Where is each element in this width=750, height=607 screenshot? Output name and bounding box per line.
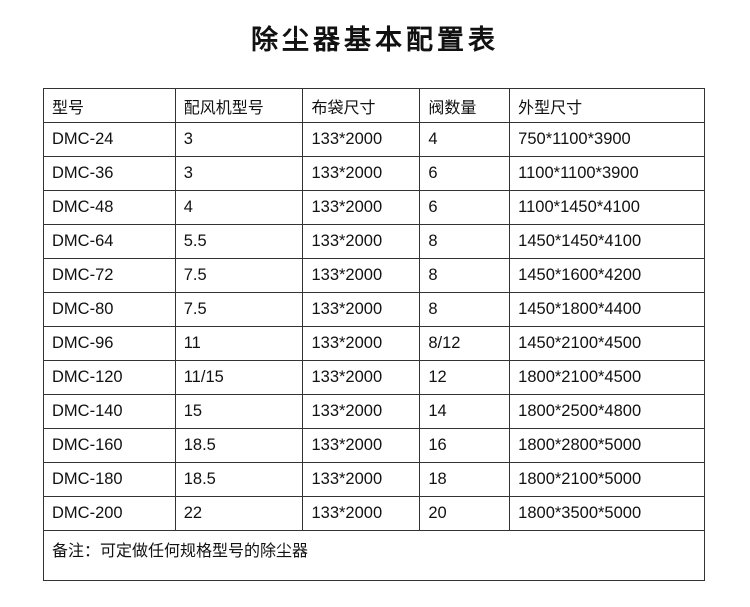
cell-model: DMC-160 — [43, 428, 176, 463]
cell-bag-size: 133*2000 — [302, 326, 421, 361]
cell-valve-count: 6 — [419, 156, 511, 191]
cell-fan-model: 4 — [174, 190, 304, 225]
cell-valve-count: 4 — [419, 122, 511, 157]
cell-valve-count: 8 — [419, 258, 511, 293]
cell-bag-size: 133*2000 — [302, 428, 421, 463]
cell-fan-model: 18.5 — [174, 462, 304, 497]
cell-valve-count: 8 — [419, 224, 511, 259]
cell-model: DMC-180 — [43, 462, 176, 497]
cell-bag-size: 133*2000 — [302, 190, 421, 225]
header-bag-size: 布袋尺寸 — [302, 88, 421, 123]
table-row: DMC-160 18.5 133*2000 16 1800*2800*5000 — [43, 428, 705, 463]
cell-model: DMC-140 — [43, 394, 176, 429]
header-model: 型号 — [43, 88, 176, 123]
cell-dimensions: 750*1100*3900 — [509, 122, 705, 157]
table-row: DMC-64 5.5 133*2000 8 1450*1450*4100 — [43, 224, 705, 259]
cell-fan-model: 15 — [174, 394, 304, 429]
cell-dimensions: 1800*2100*5000 — [509, 462, 705, 497]
cell-fan-model: 18.5 — [174, 428, 304, 463]
cell-valve-count: 16 — [419, 428, 511, 463]
cell-model: DMC-72 — [43, 258, 176, 293]
table-row: DMC-120 11/15 133*2000 12 1800*2100*4500 — [43, 360, 705, 395]
cell-valve-count: 18 — [419, 462, 511, 497]
table-row: DMC-200 22 133*2000 20 1800*3500*5000 — [43, 496, 705, 531]
cell-valve-count: 6 — [419, 190, 511, 225]
cell-dimensions: 1450*1450*4100 — [509, 224, 705, 259]
cell-bag-size: 133*2000 — [302, 224, 421, 259]
cell-model: DMC-200 — [43, 496, 176, 531]
cell-bag-size: 133*2000 — [302, 462, 421, 497]
cell-model: DMC-36 — [43, 156, 176, 191]
cell-model: DMC-80 — [43, 292, 176, 327]
cell-model: DMC-64 — [43, 224, 176, 259]
cell-valve-count: 12 — [419, 360, 511, 395]
cell-fan-model: 3 — [174, 156, 304, 191]
table-row: DMC-80 7.5 133*2000 8 1450*1800*4400 — [43, 292, 705, 327]
cell-model: DMC-96 — [43, 326, 176, 361]
cell-fan-model: 3 — [174, 122, 304, 157]
table-row: DMC-36 3 133*2000 6 1100*1100*3900 — [43, 156, 705, 191]
cell-dimensions: 1800*3500*5000 — [509, 496, 705, 531]
cell-fan-model: 7.5 — [174, 292, 304, 327]
cell-dimensions: 1450*1800*4400 — [509, 292, 705, 327]
cell-model: DMC-120 — [43, 360, 176, 395]
cell-valve-count: 8/12 — [419, 326, 511, 361]
table-row: DMC-48 4 133*2000 6 1100*1450*4100 — [43, 190, 705, 225]
cell-dimensions: 1450*1600*4200 — [509, 258, 705, 293]
cell-fan-model: 7.5 — [174, 258, 304, 293]
cell-bag-size: 133*2000 — [302, 292, 421, 327]
cell-dimensions: 1800*2500*4800 — [509, 394, 705, 429]
table-row: DMC-96 11 133*2000 8/12 1450*2100*4500 — [43, 326, 705, 361]
cell-model: DMC-24 — [43, 122, 176, 157]
cell-fan-model: 5.5 — [174, 224, 304, 259]
note-row: 备注：可定做任何规格型号的除尘器 — [43, 530, 705, 581]
config-table: 型号 配风机型号 布袋尺寸 阀数量 外型尺寸 DMC-24 3 133*2000 4 7… — [43, 88, 705, 581]
cell-bag-size: 133*2000 — [302, 496, 421, 531]
cell-bag-size: 133*2000 — [302, 122, 421, 157]
header-fan-model: 配风机型号 — [174, 88, 304, 123]
table-row: DMC-180 18.5 133*2000 18 1800*2100*5000 — [43, 462, 705, 497]
cell-fan-model: 11/15 — [174, 360, 304, 395]
header-valve-count: 阀数量 — [419, 88, 511, 123]
cell-fan-model: 11 — [174, 326, 304, 361]
cell-bag-size: 133*2000 — [302, 156, 421, 191]
cell-fan-model: 22 — [174, 496, 304, 531]
table-row: DMC-24 3 133*2000 4 750*1100*3900 — [43, 122, 705, 157]
cell-bag-size: 133*2000 — [302, 394, 421, 429]
note-text: 备注：可定做任何规格型号的除尘器 — [43, 530, 705, 581]
cell-bag-size: 133*2000 — [302, 360, 421, 395]
cell-model: DMC-48 — [43, 190, 176, 225]
cell-bag-size: 133*2000 — [302, 258, 421, 293]
page-title: 除尘器基本配置表 — [251, 25, 499, 56]
table-row: DMC-72 7.5 133*2000 8 1450*1600*4200 — [43, 258, 705, 293]
cell-valve-count: 20 — [419, 496, 511, 531]
cell-valve-count: 8 — [419, 292, 511, 327]
cell-dimensions: 1800*2800*5000 — [509, 428, 705, 463]
cell-valve-count: 14 — [419, 394, 511, 429]
cell-dimensions: 1800*2100*4500 — [509, 360, 705, 395]
table-header-row: 型号 配风机型号 布袋尺寸 阀数量 外型尺寸 — [43, 88, 705, 123]
cell-dimensions: 1100*1450*4100 — [509, 190, 705, 225]
table-row: DMC-140 15 133*2000 14 1800*2500*4800 — [43, 394, 705, 429]
header-dimensions: 外型尺寸 — [509, 88, 705, 123]
cell-dimensions: 1100*1100*3900 — [509, 156, 705, 191]
cell-dimensions: 1450*2100*4500 — [509, 326, 705, 361]
